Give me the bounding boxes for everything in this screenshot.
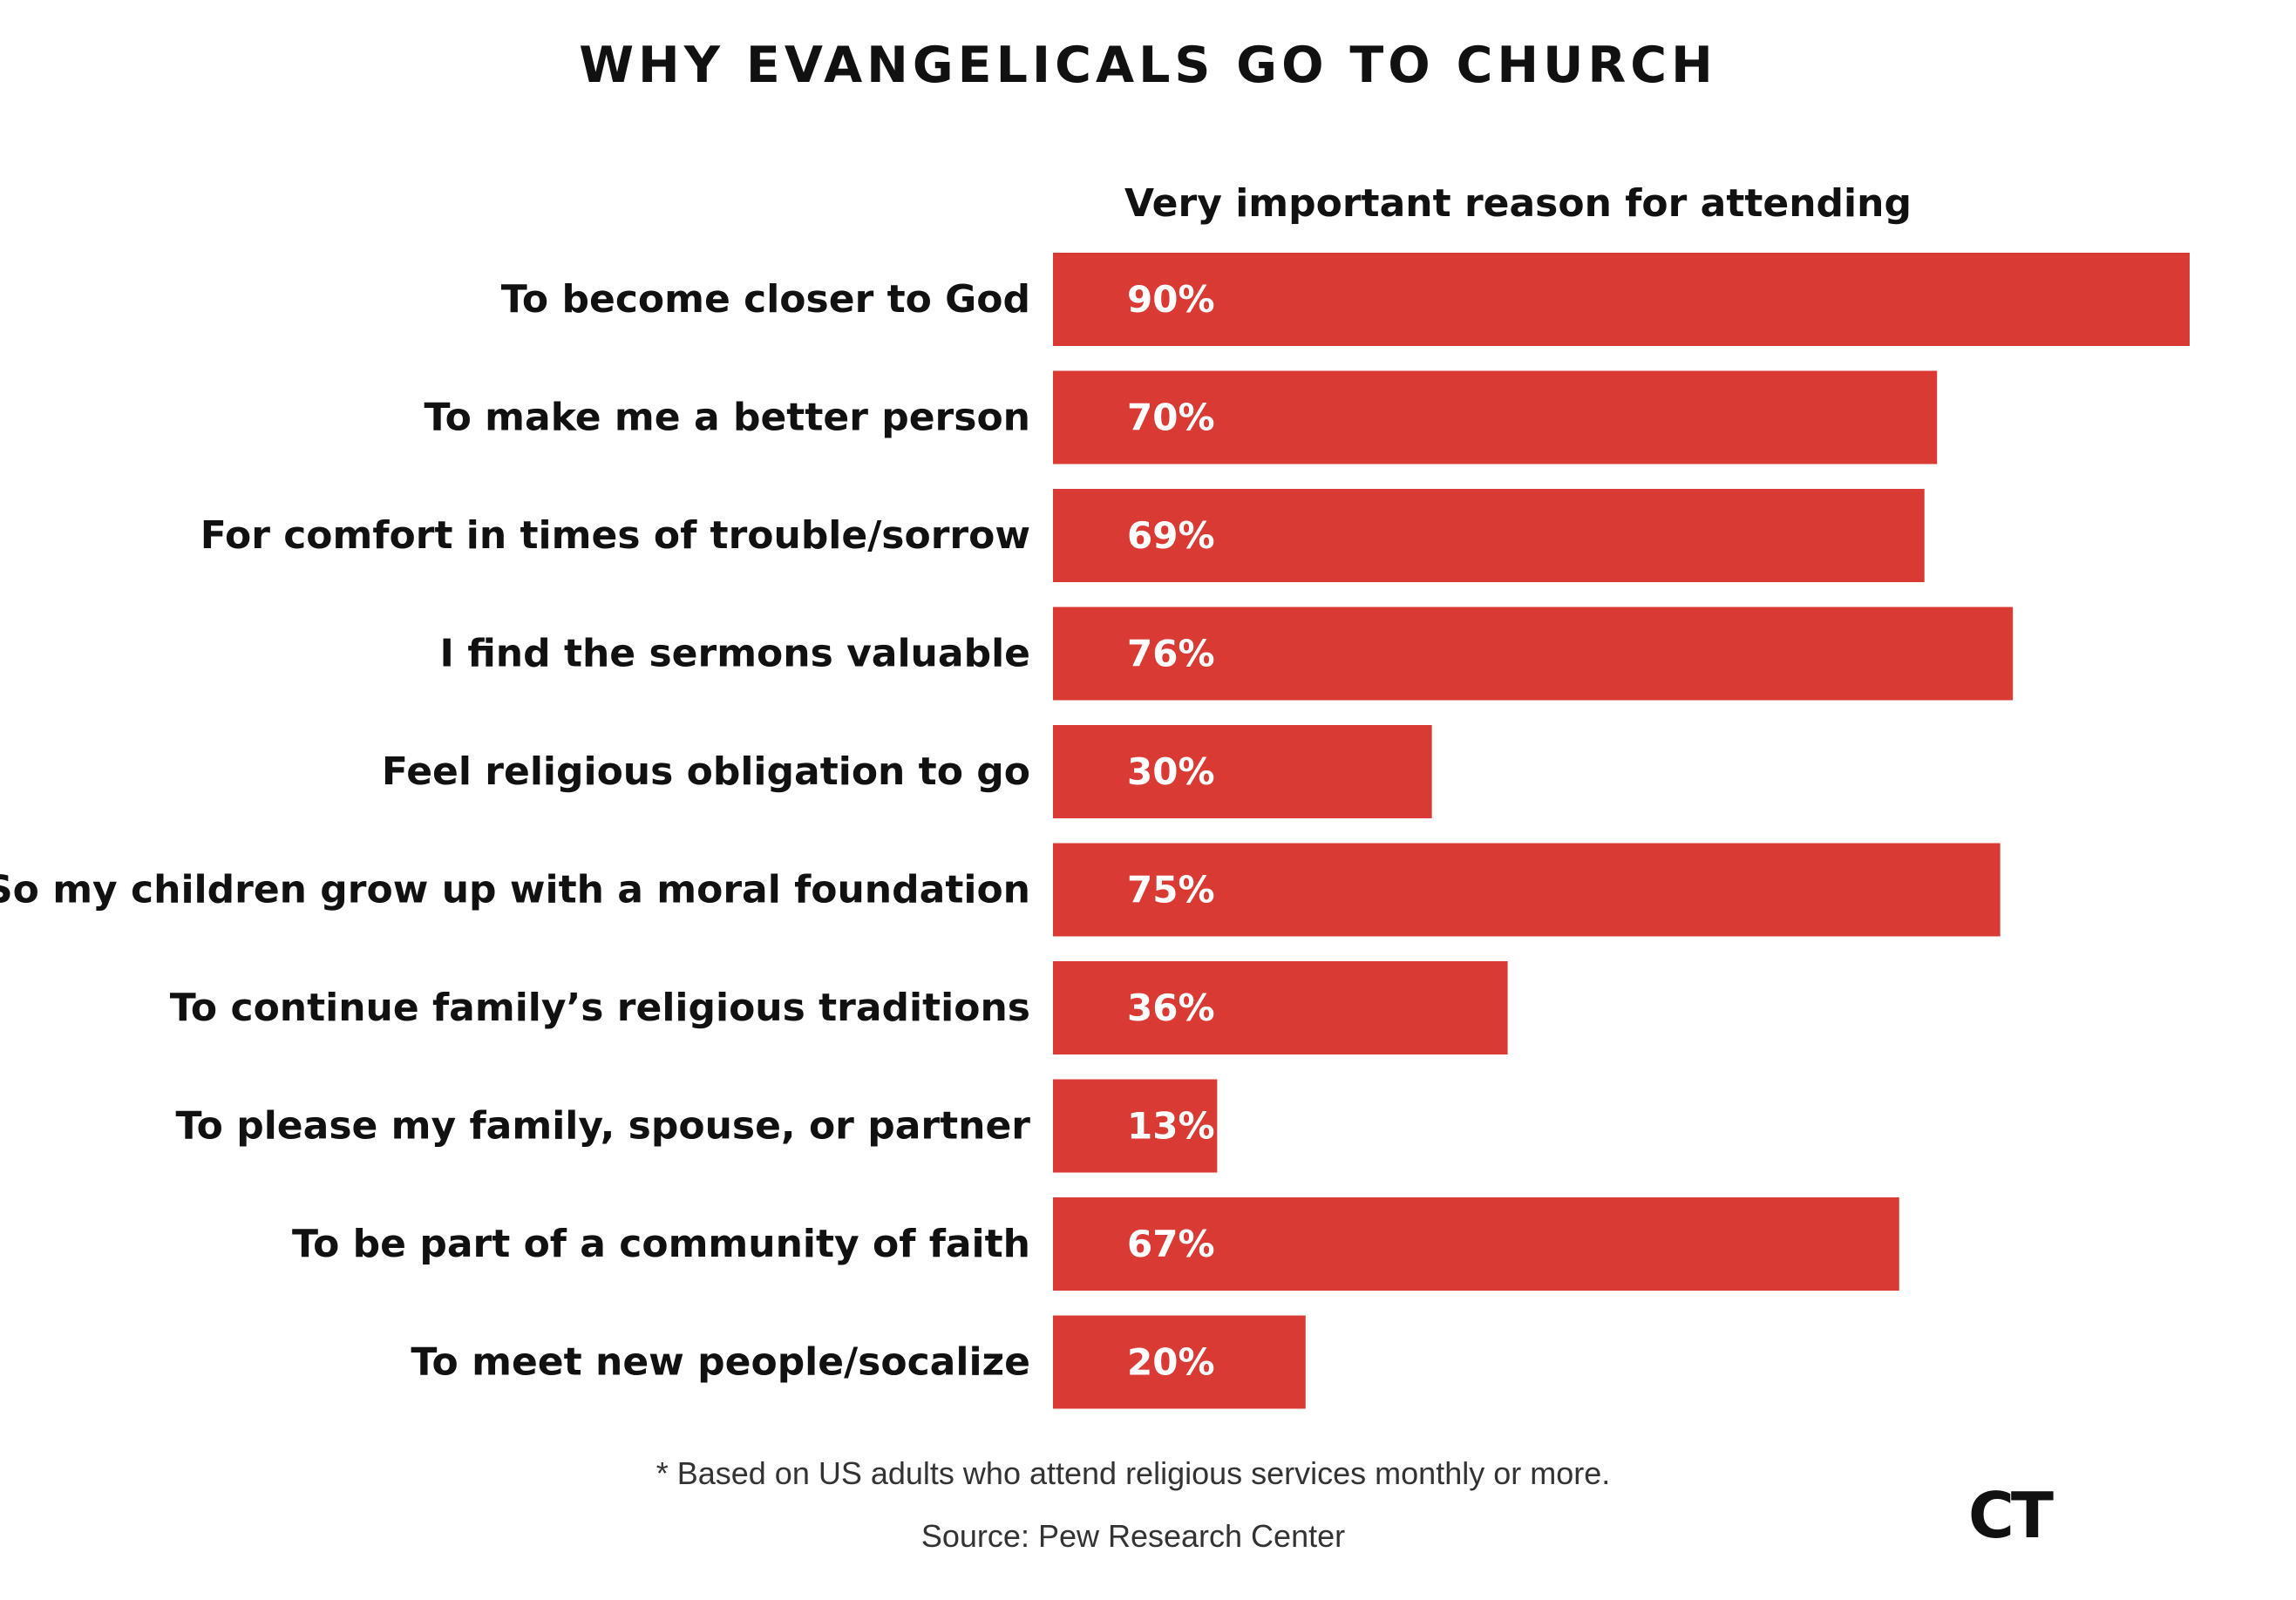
data-label: 36% [1127,986,1215,1029]
data-label: 76% [1127,633,1215,675]
data-label: 75% [1127,869,1215,912]
ct-logo: CT [1968,1479,2054,1552]
data-label: 20% [1127,1341,1215,1384]
source-note: Source: Pew Research Center [920,1518,1346,1554]
bar [1053,370,1938,464]
bar [1053,1315,1306,1409]
category-label: So my children grow up with a moral foun… [0,868,1030,912]
chart-title: WHY EVANGELICALS GO TO CHURCH [579,37,1717,94]
data-label: 90% [1127,278,1215,321]
data-label: 69% [1127,514,1215,557]
category-label: Feel religious obligation to go [382,749,1030,794]
category-label: To meet new people/socalize [411,1340,1030,1385]
category-label: To make me a better person [424,396,1030,440]
data-label: 13% [1127,1105,1215,1148]
bar [1053,843,2001,937]
data-label: 70% [1127,397,1215,439]
chart-subtitle: Very important reason for attending [1124,181,1912,226]
bar [1053,253,2190,346]
bar [1053,489,1925,582]
data-label: 30% [1127,750,1215,793]
category-label: To become closer to God [501,277,1030,322]
category-label: To continue family’s religious tradition… [170,986,1030,1030]
bar [1053,1197,1899,1291]
category-label: I find the sermons valuable [440,632,1031,676]
data-label: 67% [1127,1223,1215,1265]
bar [1053,607,2014,701]
category-label: For comfort in times of trouble/sorrow [200,513,1030,558]
category-label: To be part of a community of faith [292,1222,1030,1266]
footnote: * Based on US adults who attend religiou… [656,1455,1611,1491]
bar [1053,1079,1218,1173]
category-label: To please my family, spouse, or partner [175,1104,1030,1149]
bar [1053,961,1508,1054]
bar [1053,725,1432,818]
